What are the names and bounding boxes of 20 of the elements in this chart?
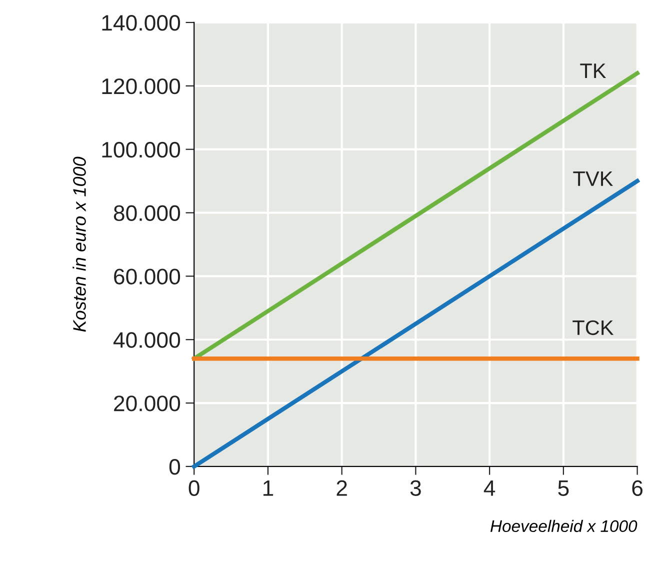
y-tick-label: 0 xyxy=(169,458,180,475)
x-tick-label: 1 xyxy=(263,480,274,496)
series-label: TVK xyxy=(573,171,613,186)
y-tick-label: 120.000 xyxy=(102,78,180,94)
x-axis-title: Hoeveelheid x 1000 xyxy=(490,520,638,532)
y-axis-title: Kosten in euro x 1000 xyxy=(72,156,86,332)
y-tick-label: 140.000 xyxy=(102,15,180,31)
y-tick-label: 100.000 xyxy=(102,142,180,158)
x-tick-label: 5 xyxy=(558,480,569,496)
x-tick-label: 0 xyxy=(188,480,200,496)
y-tick-label: 80.000 xyxy=(114,205,180,222)
y-tick-label: 20.000 xyxy=(114,396,180,412)
x-tick-label: 6 xyxy=(632,480,642,496)
x-tick-label: 2 xyxy=(336,480,347,496)
x-tick-label: 4 xyxy=(484,480,496,496)
y-tick-label: 40.000 xyxy=(113,332,180,348)
x-tick-label: 3 xyxy=(410,480,421,496)
y-tick-label: 60.000 xyxy=(114,268,180,284)
series-label: TCK xyxy=(572,320,614,336)
series-label: TK xyxy=(580,64,606,78)
